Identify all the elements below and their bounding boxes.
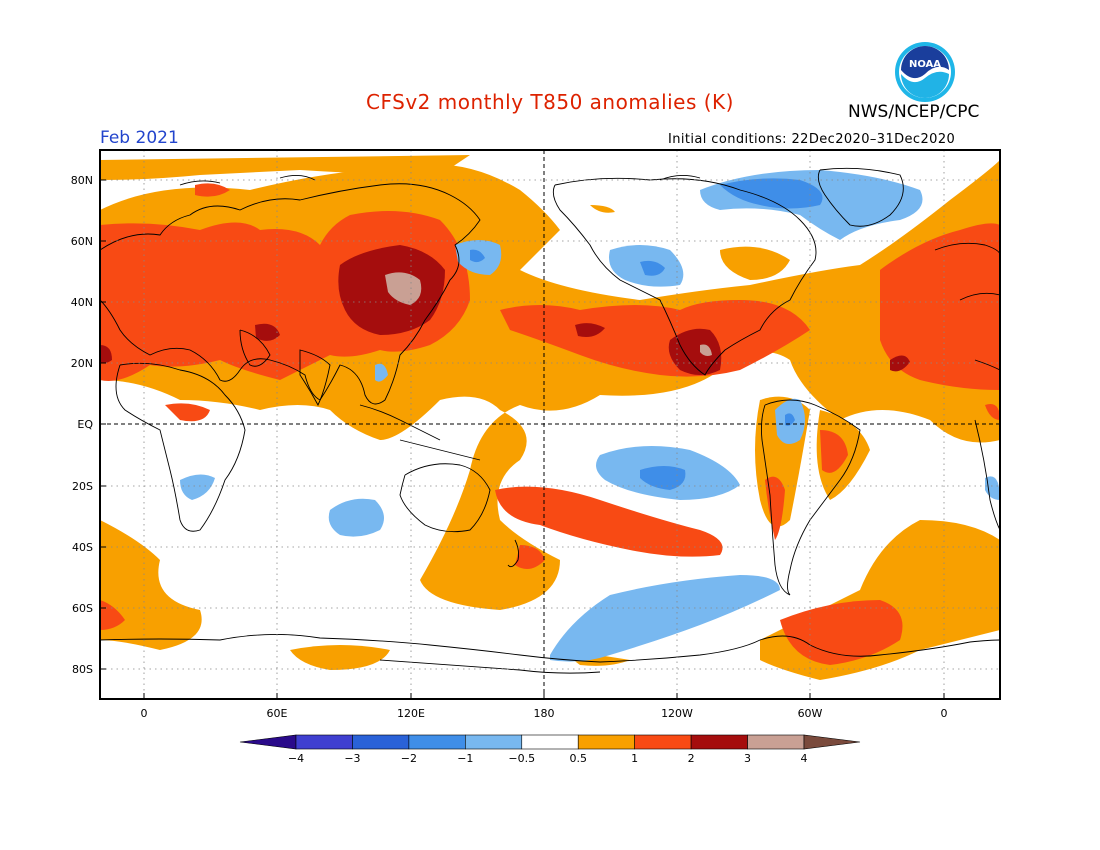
colorbar-swatch	[295, 734, 353, 750]
organization-label: NWS/NCEP/CPC	[848, 102, 980, 122]
colorbar-swatch	[408, 734, 466, 750]
initial-conditions-label: Initial conditions: 22Dec2020–31Dec2020	[668, 132, 956, 147]
colorbar-swatch	[521, 734, 579, 750]
colorbar-label: 1	[631, 752, 638, 765]
lon-label: 120W	[661, 707, 693, 720]
colorbar-label: 2	[688, 752, 695, 765]
latitude-labels: 80N 60N 40N 20N EQ 20S 40S 60S 80S	[71, 174, 94, 676]
longitude-labels: 0 60E 120E 180 120W 60W 0	[141, 707, 948, 720]
lat-label: 60N	[71, 235, 93, 248]
colorbar-label: 3	[744, 752, 751, 765]
colorbar-swatch	[747, 734, 805, 750]
lon-label: 0	[941, 707, 948, 720]
colorbar-max-arrow	[803, 734, 861, 750]
colorbar-swatch	[634, 734, 692, 750]
lon-label: 60E	[267, 707, 288, 720]
svg-text:NOAA: NOAA	[909, 59, 941, 70]
colorbar-label: −4	[288, 752, 304, 765]
colorbar-label: −2	[401, 752, 417, 765]
axis-ticks	[100, 179, 945, 699]
colorbar-label: −3	[344, 752, 360, 765]
colorbar-swatch	[577, 734, 635, 750]
colorbar: −4 −3 −2 −1 −0.5 0.5 1 2 3 4	[239, 734, 861, 765]
lat-label: 40N	[71, 296, 93, 309]
colorbar-label: −1	[457, 752, 473, 765]
colorbar-swatch	[465, 734, 523, 750]
valid-month-label: Feb 2021	[100, 128, 179, 148]
lat-label: EQ	[77, 418, 93, 431]
coastlines	[100, 167, 1000, 674]
noaa-logo-icon: NOAA	[895, 42, 955, 102]
colorbar-label: 0.5	[569, 752, 587, 765]
colorbar-min-arrow	[239, 734, 297, 750]
chart-title: CFSv2 monthly T850 anomalies (K)	[366, 90, 734, 114]
lon-label: 120E	[397, 707, 425, 720]
colorbar-label: −0.5	[508, 752, 535, 765]
colorbar-label: 4	[801, 752, 808, 765]
lon-label: 0	[141, 707, 148, 720]
lat-label: 20S	[72, 480, 93, 493]
lat-label: 20N	[71, 357, 93, 370]
lon-label: 180	[534, 707, 555, 720]
reference-lines	[100, 150, 1000, 699]
lat-label: 80N	[71, 174, 93, 187]
lat-label: 80S	[72, 663, 93, 676]
lat-label: 40S	[72, 541, 93, 554]
colorbar-swatch	[352, 734, 410, 750]
lon-label: 60W	[798, 707, 823, 720]
grid-lines	[100, 150, 1000, 699]
colorbar-swatch	[690, 734, 748, 750]
lat-label: 60S	[72, 602, 93, 615]
